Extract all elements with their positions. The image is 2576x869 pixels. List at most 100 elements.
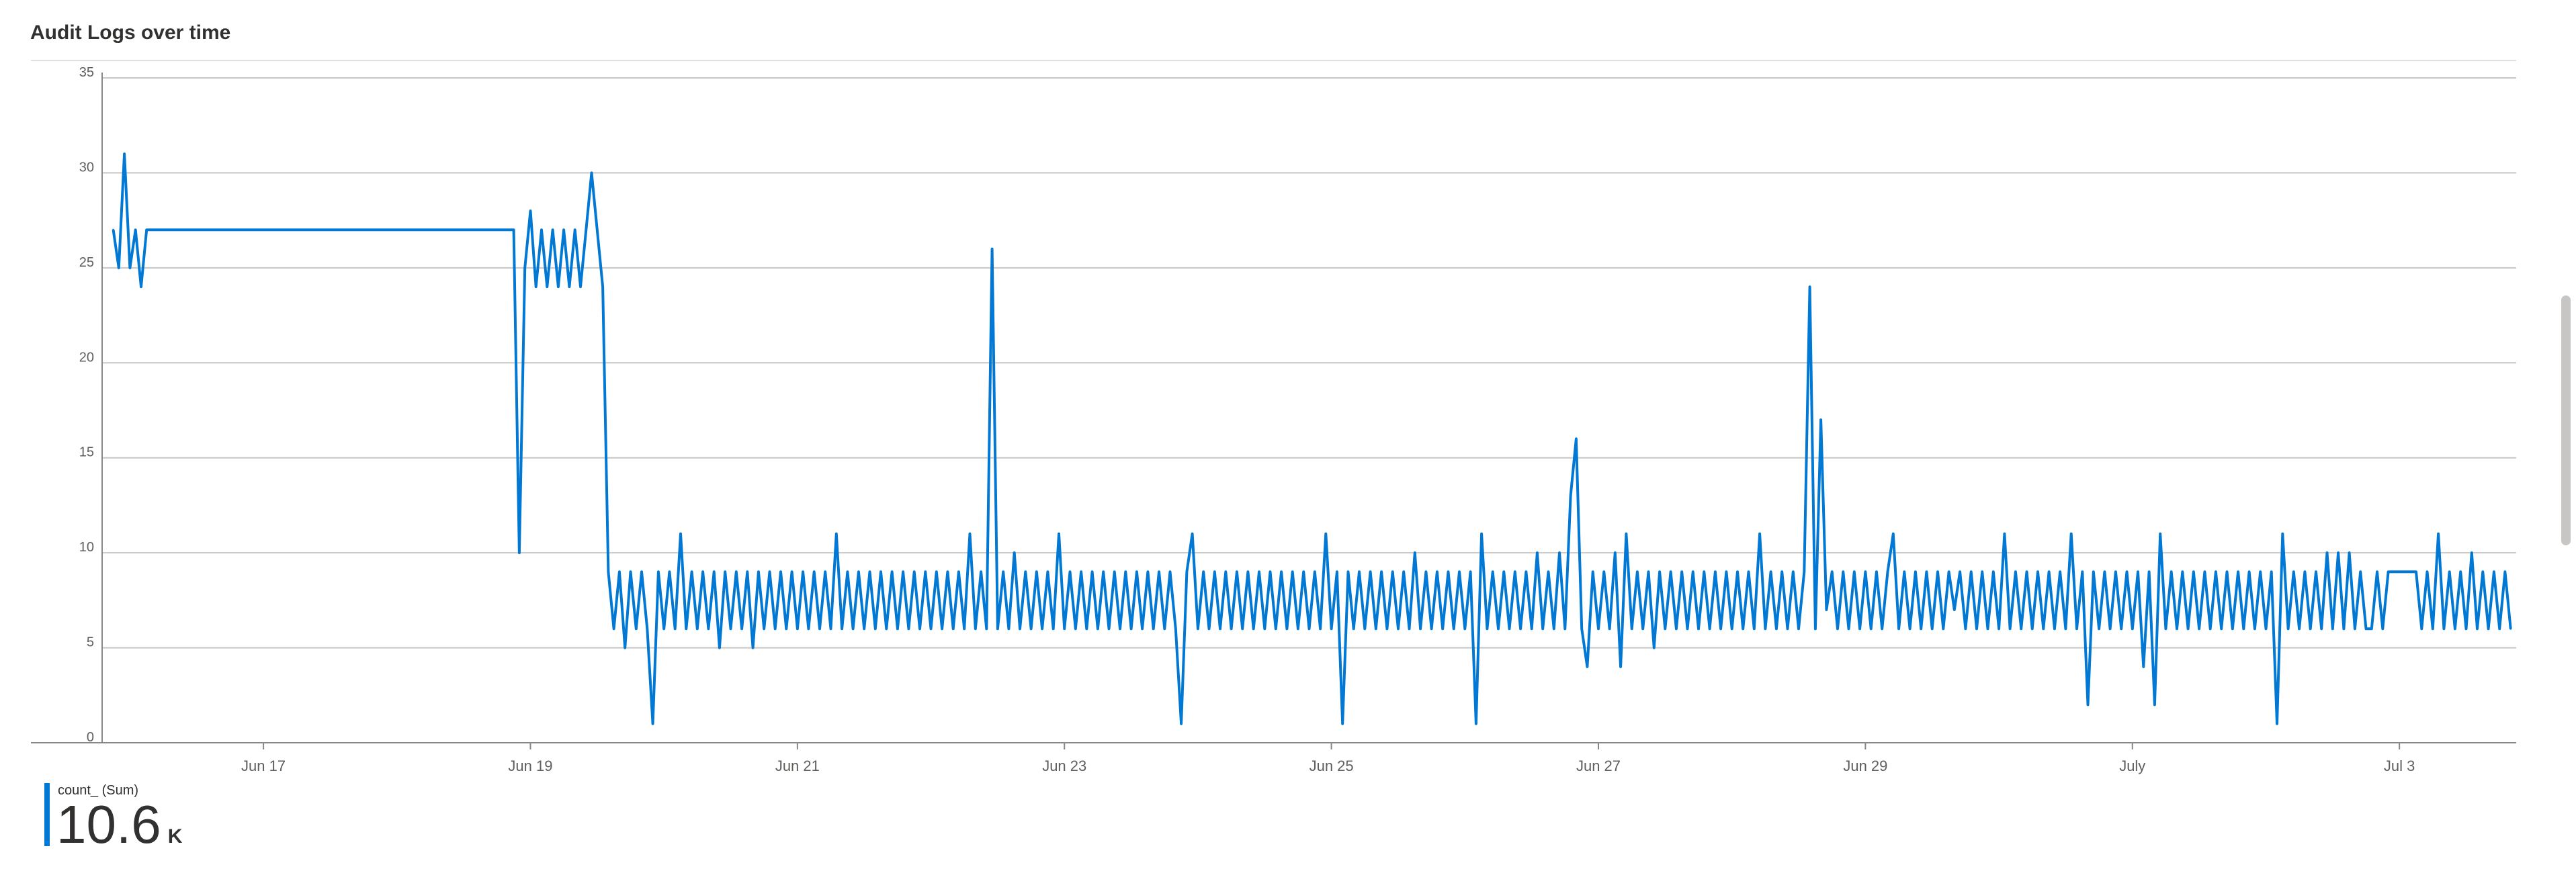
data-point — [957, 570, 960, 573]
data-point — [1391, 570, 1394, 573]
data-point — [757, 570, 760, 573]
data-point — [557, 285, 560, 288]
data-point — [1191, 533, 1194, 535]
data-point — [2137, 570, 2139, 573]
data-point — [974, 627, 977, 630]
data-point — [1836, 627, 1839, 630]
data-point — [1441, 627, 1444, 630]
data-point — [2075, 627, 2078, 630]
y-tick-label: 10 — [79, 540, 94, 555]
data-point — [1324, 533, 1327, 535]
data-point — [1547, 570, 1549, 573]
data-point — [591, 171, 593, 174]
data-point — [2003, 533, 2006, 535]
data-point — [145, 228, 148, 231]
data-point — [1046, 570, 1049, 573]
data-point — [2215, 570, 2217, 573]
data-point — [2231, 627, 2234, 630]
data-point — [2031, 627, 2034, 630]
data-point — [791, 570, 793, 573]
data-point — [785, 627, 787, 630]
data-point — [2459, 570, 2462, 573]
data-point — [574, 228, 576, 231]
data-point — [2493, 570, 2495, 573]
data-point — [1508, 627, 1510, 630]
data-point — [1864, 570, 1866, 573]
data-point — [1436, 570, 1439, 573]
data-point — [2381, 627, 2384, 630]
data-point — [1563, 627, 1566, 630]
data-point — [740, 627, 743, 630]
data-point — [2237, 570, 2239, 573]
data-point — [1775, 627, 1778, 630]
data-point — [1586, 666, 1588, 668]
data-point — [568, 285, 570, 288]
vertical-scrollbar-thumb[interactable] — [2561, 295, 2571, 545]
data-point — [969, 533, 971, 535]
data-point — [1541, 627, 1544, 630]
y-tick-label: 5 — [87, 635, 94, 650]
data-point — [1230, 627, 1233, 630]
data-point — [1469, 570, 1472, 573]
data-point — [1252, 627, 1255, 630]
y-tick-label: 20 — [79, 350, 94, 365]
data-point — [852, 627, 855, 630]
data-point — [830, 627, 832, 630]
data-point — [1197, 627, 1199, 630]
data-point — [1258, 570, 1260, 573]
data-point — [2192, 570, 2195, 573]
data-point — [1675, 627, 1678, 630]
data-point — [1375, 627, 1377, 630]
data-point — [952, 627, 955, 630]
data-point — [1553, 627, 1555, 630]
data-point — [1152, 627, 1155, 630]
data-point — [2265, 627, 2267, 630]
data-point — [1463, 627, 1466, 630]
data-point — [679, 533, 682, 535]
data-point — [1275, 627, 1277, 630]
legend-total-value: 10.6 K — [56, 798, 182, 864]
data-point — [1085, 627, 1088, 630]
data-point — [1758, 533, 1761, 535]
data-point — [1308, 627, 1310, 630]
data-point — [1653, 647, 1656, 649]
data-point — [1853, 570, 1856, 573]
data-point — [1725, 570, 1727, 573]
data-point — [735, 570, 738, 573]
data-point — [2020, 627, 2022, 630]
data-point — [652, 723, 654, 725]
data-point — [2259, 570, 2262, 573]
data-point — [1330, 627, 1333, 630]
data-point — [635, 627, 638, 630]
data-point — [891, 570, 894, 573]
data-point — [618, 570, 621, 573]
x-tick-label: Jun 29 — [1843, 758, 1887, 774]
data-point — [1385, 627, 1388, 630]
data-point — [624, 647, 626, 649]
data-point — [1124, 570, 1127, 573]
data-point — [1314, 570, 1316, 573]
data-point — [1052, 627, 1055, 630]
data-point — [879, 570, 882, 573]
data-point — [2287, 627, 2290, 630]
data-point — [1948, 570, 1950, 573]
data-point — [1269, 570, 1271, 573]
data-point — [802, 570, 804, 573]
data-point — [2503, 570, 2506, 573]
data-point — [2342, 627, 2345, 630]
y-tick-label: 30 — [79, 160, 94, 175]
data-point — [1770, 570, 1772, 573]
data-point — [1753, 627, 1756, 630]
data-point — [913, 570, 916, 573]
data-point — [2176, 627, 2178, 630]
data-point — [1719, 627, 1722, 630]
data-point — [1497, 627, 1500, 630]
data-point — [2292, 570, 2295, 573]
data-point — [1447, 570, 1449, 573]
data-point — [1408, 627, 1410, 630]
data-point — [696, 627, 699, 630]
data-point — [2187, 627, 2190, 630]
data-point — [1091, 570, 1094, 573]
data-point — [607, 570, 609, 573]
data-point — [730, 627, 732, 630]
